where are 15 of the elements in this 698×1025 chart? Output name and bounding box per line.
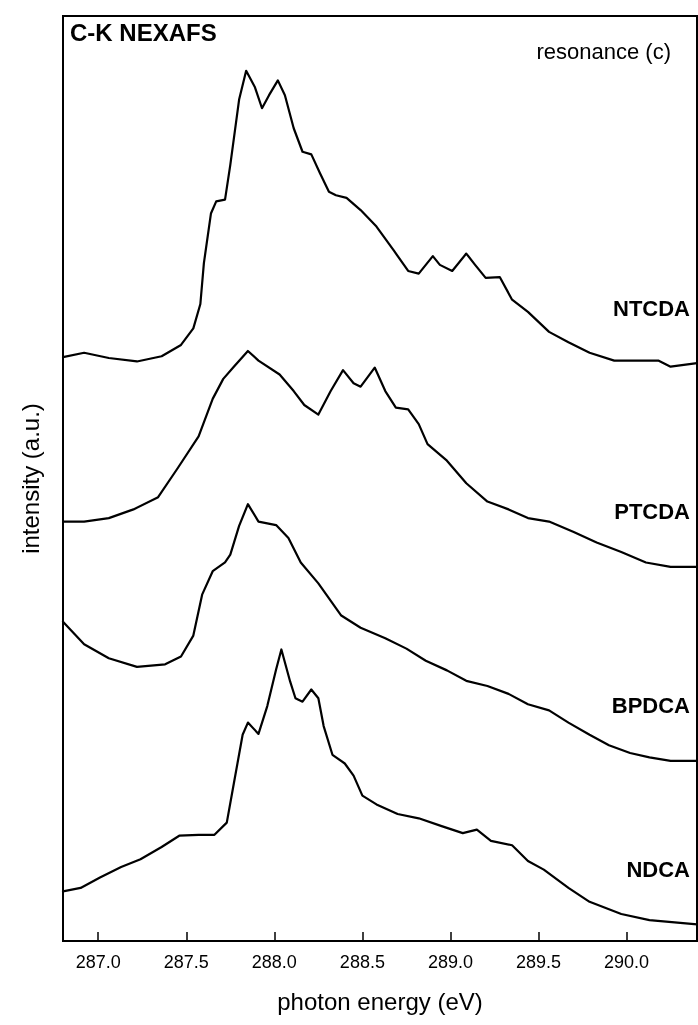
- x-tick-label: 289.0: [427, 952, 473, 972]
- x-tick-label: 287.5: [163, 952, 209, 972]
- series-label: NDCA: [626, 856, 691, 882]
- x-tick-label: 287.0: [75, 952, 121, 972]
- x-tick-label: 288.0: [251, 952, 297, 972]
- chart-title: C-K NEXAFS: [70, 18, 217, 46]
- x-axis-title: photon energy (eV): [277, 987, 483, 1015]
- x-tick-label: 288.5: [339, 952, 385, 972]
- text: resonance (c): [536, 38, 671, 64]
- y-axis-title: intensity (a.u.): [16, 403, 44, 554]
- x-tick-label: 289.5: [515, 952, 562, 972]
- series-label: NTCDA: [613, 295, 691, 321]
- series-label: PTCDA: [614, 499, 691, 525]
- series-label: BPDCA: [611, 693, 691, 719]
- x-tick-label: 290.0: [604, 952, 650, 972]
